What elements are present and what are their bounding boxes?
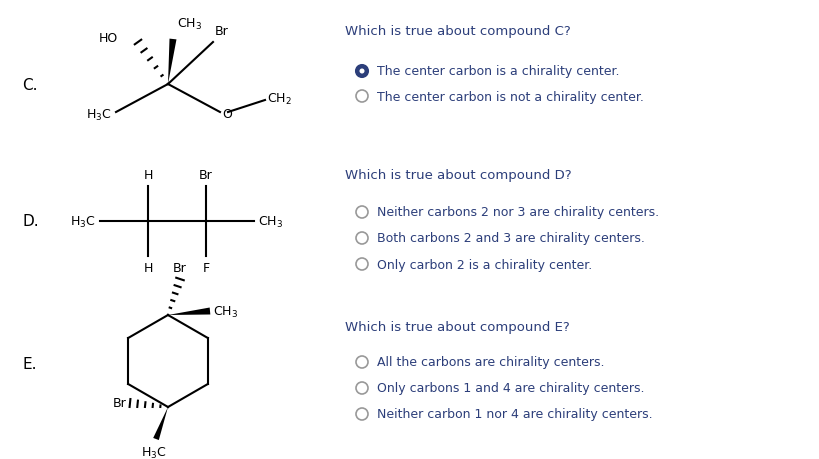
Polygon shape bbox=[168, 39, 176, 85]
Text: H: H bbox=[143, 262, 152, 274]
Text: HO: HO bbox=[99, 31, 118, 45]
Polygon shape bbox=[153, 407, 168, 440]
Text: Only carbon 2 is a chirality center.: Only carbon 2 is a chirality center. bbox=[377, 258, 592, 271]
Text: Which is true about compound D?: Which is true about compound D? bbox=[345, 168, 572, 181]
Text: Br: Br bbox=[173, 262, 187, 274]
Text: Br: Br bbox=[215, 25, 229, 38]
Text: CH$_3$: CH$_3$ bbox=[177, 17, 202, 32]
Text: Neither carbon 1 nor 4 are chirality centers.: Neither carbon 1 nor 4 are chirality cen… bbox=[377, 408, 653, 420]
Text: O: O bbox=[222, 108, 232, 121]
Polygon shape bbox=[168, 308, 210, 315]
Text: H$_3$C: H$_3$C bbox=[87, 107, 112, 122]
Text: CH$_3$: CH$_3$ bbox=[258, 214, 283, 229]
Text: The center carbon is not a chirality center.: The center carbon is not a chirality cen… bbox=[377, 90, 644, 103]
Text: Neither carbons 2 nor 3 are chirality centers.: Neither carbons 2 nor 3 are chirality ce… bbox=[377, 206, 659, 219]
Text: H$_3$C: H$_3$C bbox=[141, 445, 167, 459]
Text: Which is true about compound E?: Which is true about compound E? bbox=[345, 321, 570, 334]
Text: E.: E. bbox=[22, 357, 37, 372]
Text: All the carbons are chirality centers.: All the carbons are chirality centers. bbox=[377, 356, 604, 369]
Text: CH$_2$: CH$_2$ bbox=[267, 91, 292, 106]
Text: H$_3$C: H$_3$C bbox=[70, 214, 96, 229]
Text: Both carbons 2 and 3 are chirality centers.: Both carbons 2 and 3 are chirality cente… bbox=[377, 232, 645, 245]
Text: F: F bbox=[202, 262, 210, 274]
Text: Only carbons 1 and 4 are chirality centers.: Only carbons 1 and 4 are chirality cente… bbox=[377, 382, 645, 395]
Text: CH$_3$: CH$_3$ bbox=[213, 304, 238, 319]
Text: D.: D. bbox=[22, 214, 38, 229]
Text: Br: Br bbox=[199, 168, 213, 182]
Text: The center carbon is a chirality center.: The center carbon is a chirality center. bbox=[377, 65, 619, 78]
Text: Which is true about compound C?: Which is true about compound C? bbox=[345, 25, 571, 39]
Circle shape bbox=[360, 69, 364, 74]
Text: C.: C. bbox=[22, 77, 38, 92]
Text: H: H bbox=[143, 168, 152, 182]
Circle shape bbox=[356, 66, 368, 78]
Text: Br: Br bbox=[112, 397, 126, 409]
